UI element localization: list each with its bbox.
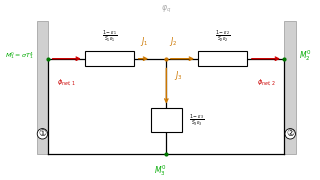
Bar <box>36 21 48 154</box>
Text: $\frac{1-\varepsilon_1}{S_1\varepsilon_1}$: $\frac{1-\varepsilon_1}{S_1\varepsilon_1… <box>102 28 117 44</box>
Text: $M_1^0=\sigma T_1^4$: $M_1^0=\sigma T_1^4$ <box>4 50 34 61</box>
Text: ②: ② <box>286 129 294 138</box>
Text: $J_3$: $J_3$ <box>174 69 182 82</box>
Text: $\phi_{net,2}$: $\phi_{net,2}$ <box>257 77 276 87</box>
Text: $\frac{1-\varepsilon_2}{S_2\varepsilon_2}$: $\frac{1-\varepsilon_2}{S_2\varepsilon_2… <box>215 28 231 44</box>
Text: $J_1$: $J_1$ <box>140 35 149 48</box>
Text: $M_2^0$: $M_2^0$ <box>299 48 311 63</box>
Text: $J_2$: $J_2$ <box>169 35 178 48</box>
Text: $M_3^0$: $M_3^0$ <box>154 163 166 178</box>
Bar <box>151 108 182 132</box>
Text: $\phi_{net,1}$: $\phi_{net,1}$ <box>57 77 76 87</box>
Text: $\varphi_q$: $\varphi_q$ <box>161 4 172 15</box>
Bar <box>85 51 134 66</box>
Bar <box>198 51 247 66</box>
Text: ①: ① <box>38 129 46 138</box>
Bar <box>284 21 296 154</box>
Text: $\frac{1-\varepsilon_3}{S_3\varepsilon_3}$: $\frac{1-\varepsilon_3}{S_3\varepsilon_3… <box>189 112 204 128</box>
